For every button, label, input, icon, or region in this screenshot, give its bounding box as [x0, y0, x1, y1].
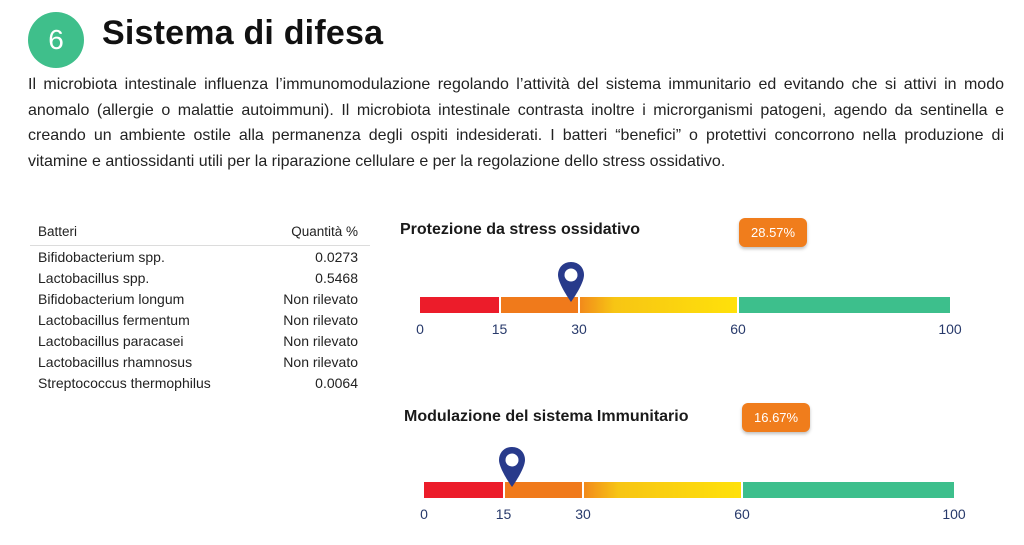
- section-description: Il microbiota intestinale influenza l’im…: [28, 76, 1004, 170]
- map-pin-icon: [499, 447, 526, 487]
- table-row: Lactobacillus fermentum Non rilevato: [30, 309, 370, 330]
- gauge-tick-label: 0: [416, 321, 424, 337]
- gauge-tick-label: 15: [495, 506, 512, 522]
- bacteria-table: Batteri Quantità % Bifidobacterium spp. …: [30, 218, 370, 393]
- gauge-tick-label: 15: [491, 321, 508, 337]
- gauge-tick-label: 60: [730, 321, 746, 337]
- table-row: Lactobacillus rhamnosus Non rilevato: [30, 351, 370, 372]
- gauge-segment-green: [739, 297, 950, 313]
- section-title: Sistema di difesa: [102, 14, 384, 52]
- bacterium-quantity: Non rilevato: [283, 311, 358, 328]
- gauge-segment-orange: [504, 482, 582, 498]
- header-quantity: Quantità %: [291, 224, 358, 239]
- gauge-tick-label: 60: [734, 506, 750, 522]
- section-number-badge: 6: [28, 12, 84, 68]
- bacterium-name: Bifidobacterium spp.: [38, 248, 165, 265]
- gauge-title-oxidative-stress: Protezione da stress ossidativo: [400, 221, 641, 238]
- bacterium-quantity: Non rilevato: [283, 353, 358, 370]
- table-row: Lactobacillus spp. 0.5468: [30, 267, 370, 288]
- gauge-segment-yellow: [580, 297, 737, 313]
- gauge-segment-red: [424, 482, 503, 498]
- gauge-value-badge: 16.67%: [742, 403, 811, 432]
- table-row: Bifidobacterium longum Non rilevato: [30, 288, 370, 309]
- bacterium-quantity: 0.0273: [315, 248, 358, 265]
- bacterium-quantity: Non rilevato: [283, 290, 358, 307]
- gauge-segment-orange: [500, 297, 578, 313]
- header-bacteria: Batteri: [38, 224, 78, 239]
- bacterium-name: Bifidobacterium longum: [38, 290, 185, 307]
- bacterium-name: Lactobacillus paracasei: [38, 332, 184, 349]
- bacterium-name: Lactobacillus rhamnosus: [38, 353, 193, 370]
- bacterium-quantity: 0.0064: [315, 374, 358, 391]
- table-row: Bifidobacterium spp. 0.0273: [30, 246, 370, 267]
- bacterium-name: Lactobacillus spp.: [38, 269, 150, 286]
- gauge-tick-label: 30: [575, 506, 591, 522]
- gauge-segment-green: [743, 482, 954, 498]
- bacterium-name: Streptococcus thermophilus: [38, 374, 211, 391]
- gauge-segment-red: [420, 297, 499, 313]
- table-header: Batteri Quantità %: [30, 218, 370, 246]
- gauge-value-badge: 28.57%: [739, 218, 808, 247]
- table-row: Lactobacillus paracasei Non rilevato: [30, 330, 370, 351]
- gauge-tick-label: 100: [942, 506, 966, 522]
- map-pin-icon: [558, 262, 585, 302]
- gauge-tick-label: 100: [938, 321, 962, 337]
- gauge-title-immune-modulation: Modulazione del sistema Immunitario: [404, 408, 689, 425]
- bacterium-name: Lactobacillus fermentum: [38, 311, 190, 328]
- gauge-tick-label: 0: [420, 506, 428, 522]
- gauge-segment-yellow: [584, 482, 741, 498]
- bacterium-quantity: 0.5468: [315, 269, 358, 286]
- gauge-tick-label: 30: [571, 321, 587, 337]
- table-row: Streptococcus thermophilus 0.0064: [30, 372, 370, 393]
- gauge-oxidative-stress: 0 15 30 60 100: [416, 262, 962, 357]
- bacterium-quantity: Non rilevato: [283, 332, 358, 349]
- gauge-immune-modulation: 0 15 30 60 100: [420, 447, 966, 542]
